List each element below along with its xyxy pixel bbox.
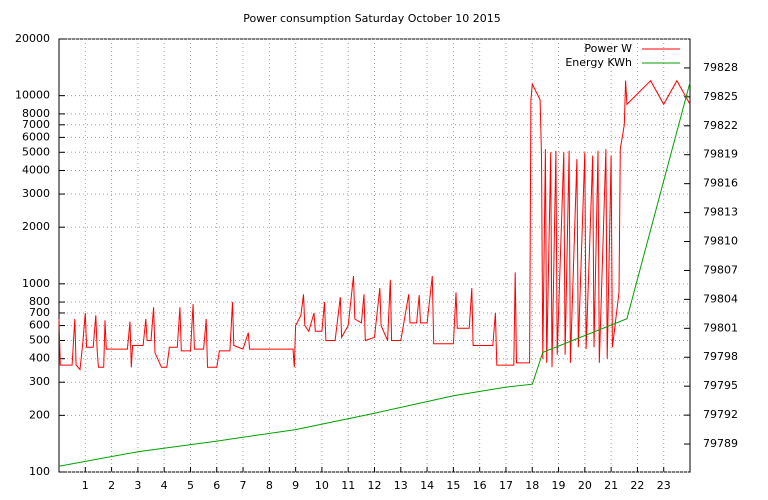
x-tick-label: 6 — [213, 479, 220, 492]
y-tick-label: 600 — [29, 319, 50, 332]
x-tick-label: 2 — [108, 479, 115, 492]
x-tick-label: 21 — [604, 479, 618, 492]
x-tick-label: 11 — [341, 479, 355, 492]
y-tick-label: 400 — [29, 352, 50, 365]
y-tick-label: 100 — [29, 465, 50, 478]
y-tick-label: 1000 — [22, 277, 50, 290]
series-line — [58, 79, 691, 371]
x-tick-label: 7 — [240, 479, 247, 492]
y2-tick-label: 79810 — [703, 235, 738, 248]
x-tick-label: 10 — [315, 479, 329, 492]
y-tick-label: 6000 — [22, 130, 50, 143]
y-tick-label: 500 — [29, 333, 50, 346]
legend-label: Energy KWh — [565, 56, 632, 69]
chart-title: Power consumption Saturday October 10 20… — [243, 12, 501, 25]
y-tick-label: 8000 — [22, 107, 50, 120]
x-tick-label: 4 — [161, 479, 168, 492]
x-tick-label: 22 — [630, 479, 644, 492]
y-tick-label: 10000 — [15, 89, 50, 102]
x-tick-label: 20 — [578, 479, 592, 492]
y2-tick-label: 79807 — [703, 263, 738, 276]
y-tick-label: 200 — [29, 408, 50, 421]
x-tick-label: 8 — [266, 479, 273, 492]
y2-tick-label: 79819 — [703, 148, 738, 161]
y2-tick-label: 79801 — [703, 321, 738, 334]
y2-tick-label: 79789 — [703, 437, 738, 450]
x-tick-label: 15 — [446, 479, 460, 492]
x-tick-label: 3 — [134, 479, 141, 492]
x-tick-label: 17 — [499, 479, 513, 492]
x-tick-label: 18 — [525, 479, 539, 492]
y-tick-label: 5000 — [22, 145, 50, 158]
y-tick-label: 3000 — [22, 187, 50, 200]
y2-tick-label: 79825 — [703, 90, 738, 103]
series-line — [58, 82, 691, 467]
y-tick-label: 7000 — [22, 118, 50, 131]
x-tick-label: 9 — [292, 479, 299, 492]
y-tick-label: 4000 — [22, 164, 50, 177]
x-tick-label: 23 — [657, 479, 671, 492]
y2-tick-label: 79798 — [703, 350, 738, 363]
x-tick-label: 1 — [82, 479, 89, 492]
y2-tick-label: 79792 — [703, 408, 738, 421]
y2-tick-label: 79816 — [703, 177, 738, 190]
x-tick-label: 19 — [552, 479, 566, 492]
y2-tick-label: 79804 — [703, 292, 738, 305]
y2-tick-label: 79795 — [703, 379, 738, 392]
x-tick-label: 14 — [420, 479, 434, 492]
y2-tick-label: 79828 — [703, 61, 738, 74]
y-tick-label: 700 — [29, 306, 50, 319]
legend-label: Power W — [584, 42, 632, 55]
y-tick-label: 20000 — [15, 32, 50, 45]
x-tick-label: 13 — [394, 479, 408, 492]
y-tick-label: 2000 — [22, 220, 50, 233]
y-tick-label: 800 — [29, 295, 50, 308]
x-tick-label: 5 — [187, 479, 194, 492]
y2-tick-label: 79822 — [703, 119, 738, 132]
y-tick-label: 300 — [29, 375, 50, 388]
y2-tick-label: 79813 — [703, 206, 738, 219]
x-tick-label: 16 — [473, 479, 487, 492]
x-tick-label: 12 — [368, 479, 382, 492]
